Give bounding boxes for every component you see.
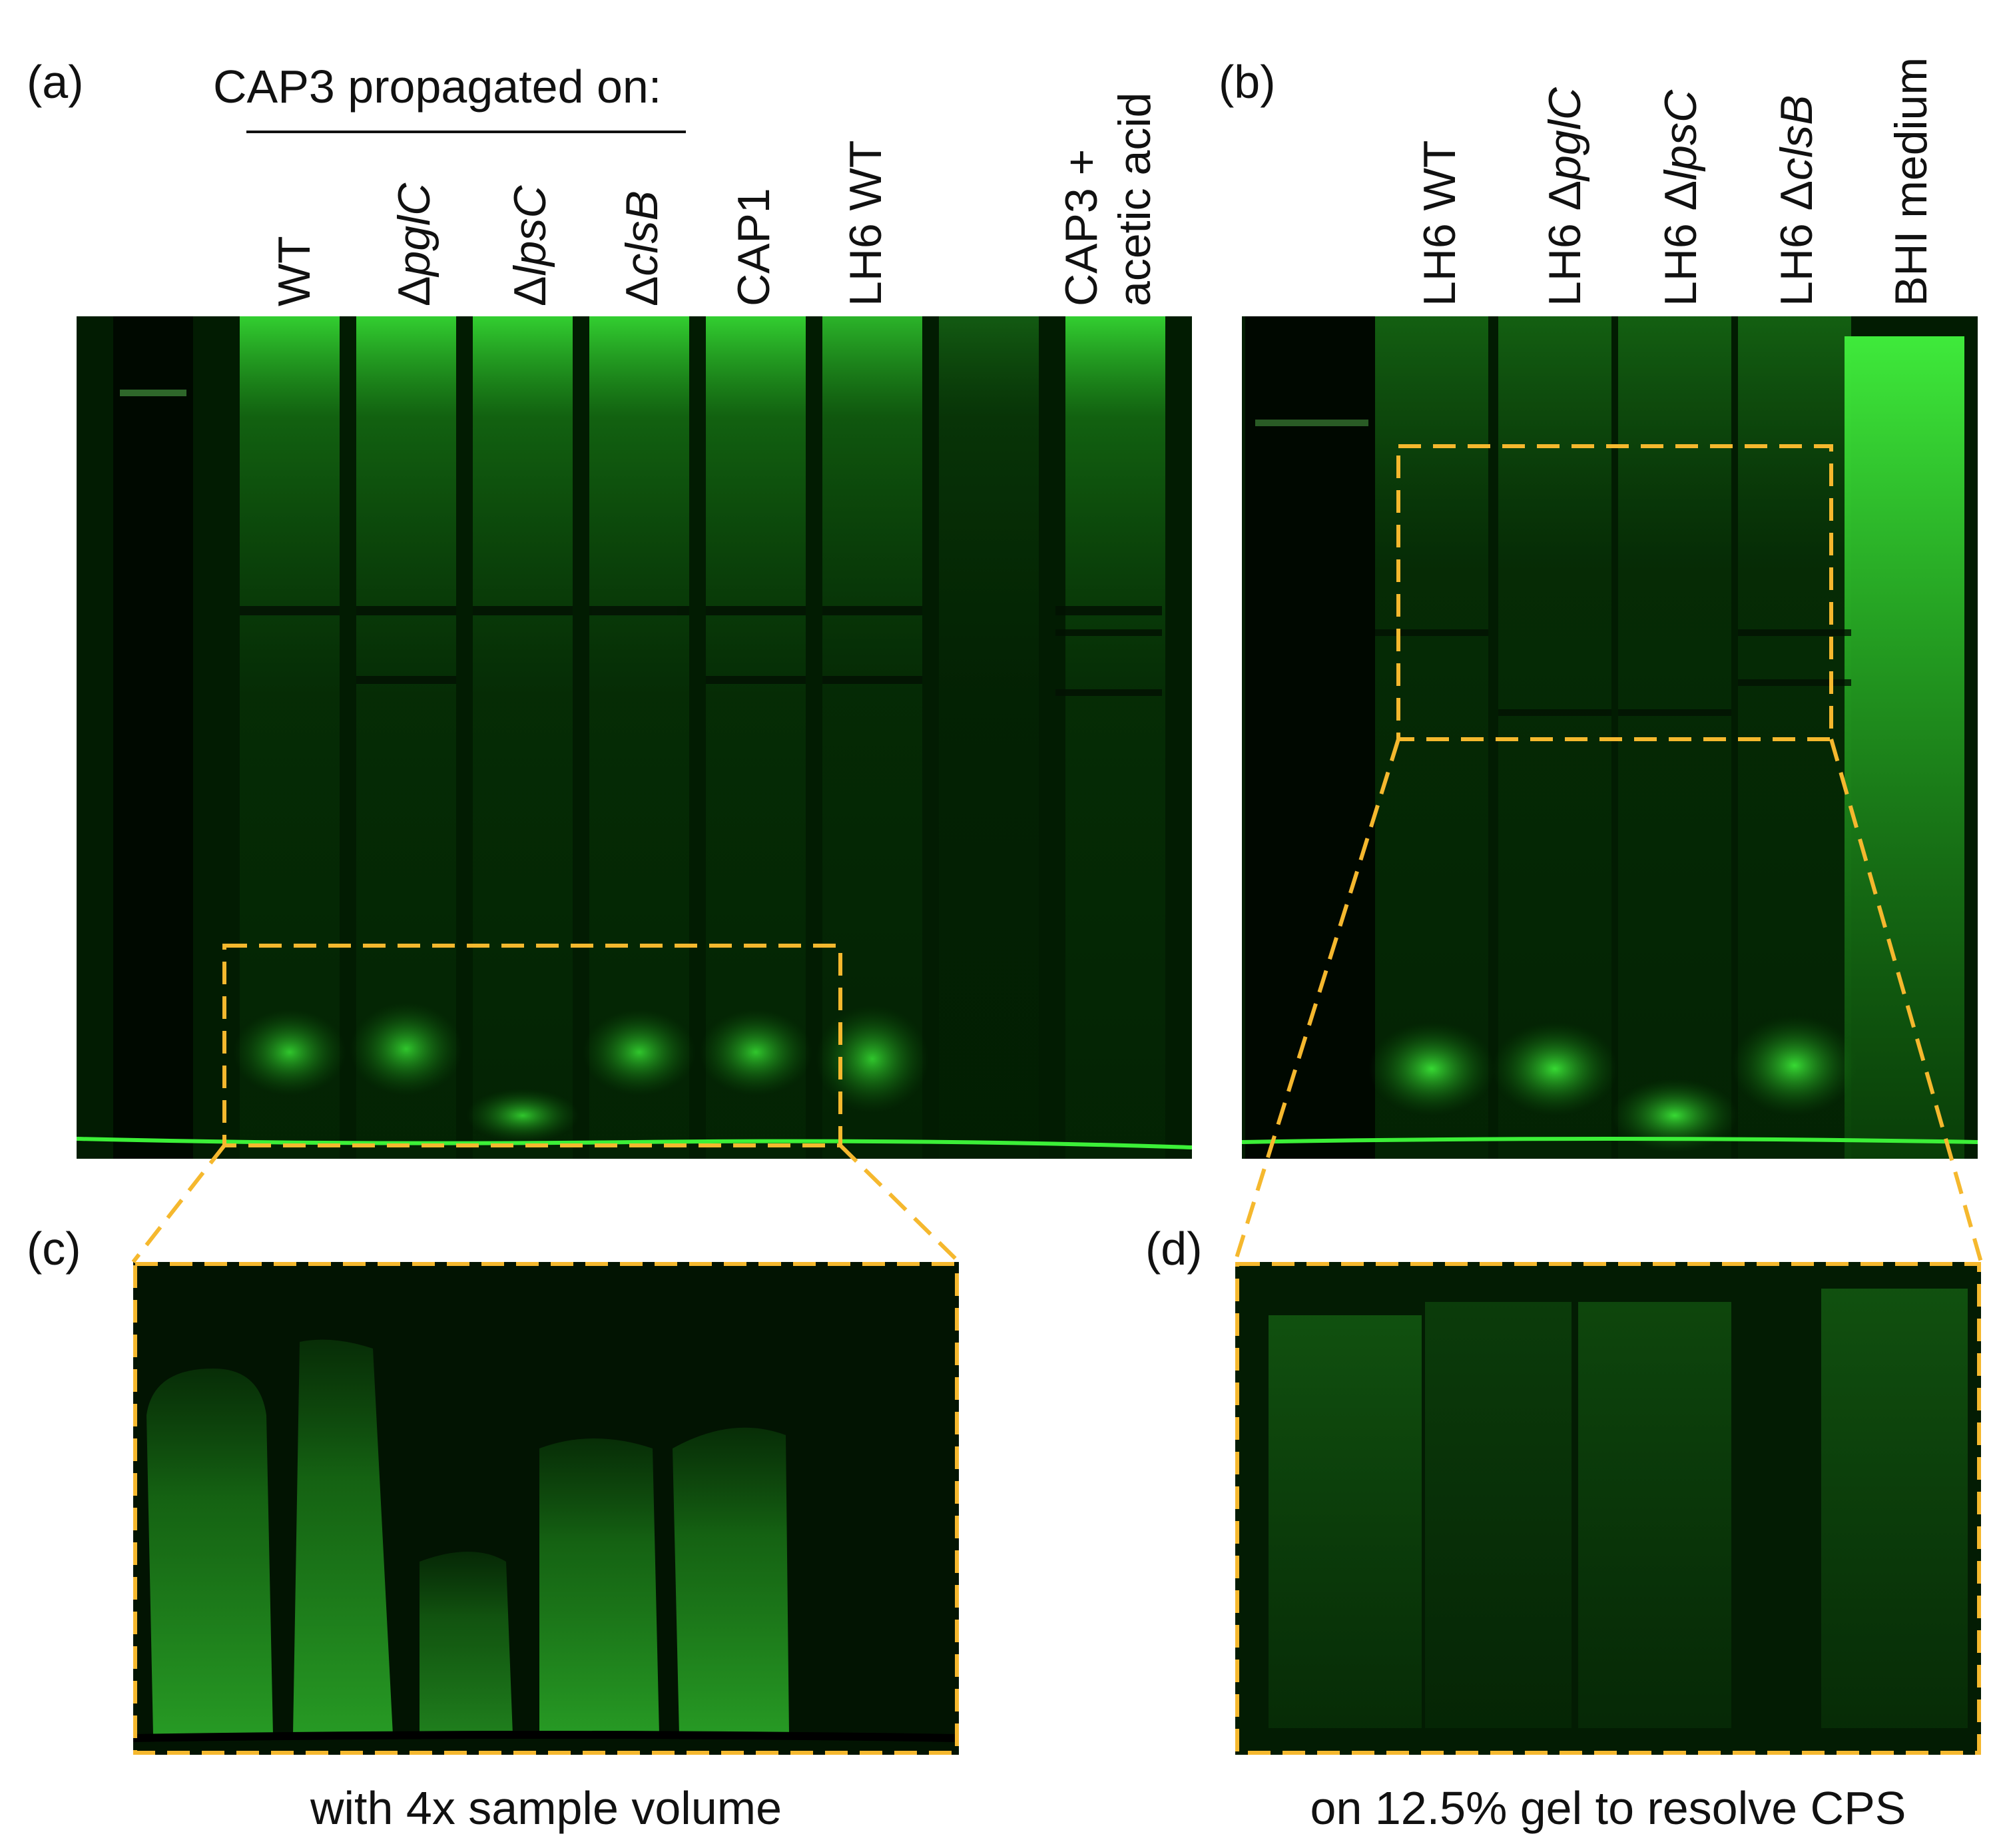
gel-b-dark-bands bbox=[1375, 629, 1851, 716]
panel-d-letter: (d) bbox=[1145, 1223, 1203, 1275]
connector-c-right bbox=[838, 1143, 961, 1264]
lane-label-b-lh6wt: LH6 WT bbox=[1414, 140, 1465, 306]
connector-c-left bbox=[131, 1144, 226, 1263]
gel-panel-a bbox=[77, 316, 1192, 1159]
lane-label-a-wt: WT bbox=[269, 236, 320, 306]
panel-c-caption: with 4x sample volume bbox=[310, 1782, 782, 1834]
gel-panel-c bbox=[133, 1262, 959, 1755]
gel-a-lane-lpsc bbox=[473, 316, 573, 1159]
gel-b-ladder-lane bbox=[1245, 316, 1375, 1159]
gel-panel-b bbox=[1242, 316, 1978, 1159]
panel-a-heading: CAP3 propagated on: bbox=[213, 61, 662, 113]
gel-d-lane-3 bbox=[1578, 1302, 1731, 1728]
gel-c-lane-1 bbox=[146, 1369, 273, 1735]
lane-label-b-lh6-pglc: LH6 ΔpglC bbox=[1540, 87, 1590, 306]
panel-a-heading-rule bbox=[246, 131, 686, 133]
gel-c-lane-4 bbox=[539, 1438, 659, 1735]
gel-b-ladder-band bbox=[1255, 420, 1368, 426]
gel-a-ladder-lane bbox=[113, 316, 193, 1159]
panel-c-letter: (c) bbox=[27, 1223, 81, 1275]
lane-label-b-lh6-lpsc: LH6 ΔlpsC bbox=[1655, 89, 1706, 306]
lane-label-a-lh6wt: LH6 WT bbox=[840, 140, 891, 306]
gel-c-frame bbox=[133, 1262, 959, 1755]
gel-c-lane-3 bbox=[420, 1552, 513, 1735]
lane-label-a-cap3-acid-line1: CAP3 + bbox=[1056, 149, 1107, 306]
lane-label-b-lh6-clsb: LH6 ΔclsB bbox=[1771, 95, 1822, 306]
gel-b-lane-bhi bbox=[1845, 336, 1964, 1159]
gel-a-bottom-edge bbox=[77, 1137, 1192, 1149]
gel-d-frame bbox=[1235, 1262, 1981, 1755]
gel-d-lane-4 bbox=[1821, 1289, 1968, 1728]
gel-c-bottom-edge bbox=[133, 1731, 959, 1742]
lane-label-a-cap1: CAP1 bbox=[728, 188, 779, 306]
lane-label-b-bhi: BHI medium bbox=[1886, 57, 1936, 306]
panel-d-caption: on 12.5% gel to resolve CPS bbox=[1310, 1782, 1906, 1834]
lane-label-a-clsb: ΔclsB bbox=[617, 190, 667, 306]
gel-a-ladder-band bbox=[120, 390, 186, 396]
gel-a-lower-bands bbox=[233, 1002, 929, 1142]
gel-c-lane-5 bbox=[673, 1427, 789, 1735]
gel-d-lane-1 bbox=[1269, 1315, 1422, 1728]
gel-a-lane-empty bbox=[939, 316, 1039, 1159]
gel-c-lane-2 bbox=[293, 1339, 393, 1735]
gel-panel-d bbox=[1235, 1262, 1981, 1755]
gel-b-dashed-box bbox=[1396, 444, 1833, 741]
panel-a-letter: (a) bbox=[27, 56, 84, 108]
lane-label-a-pglc: ΔpglC bbox=[389, 182, 439, 306]
panel-b-letter: (b) bbox=[1219, 56, 1276, 108]
lane-label-a-cap3-acid-line2: acetic acid bbox=[1109, 92, 1160, 306]
gel-a-lane-acid bbox=[1065, 316, 1165, 1159]
gel-d-lane-2 bbox=[1425, 1302, 1572, 1728]
gel-a-dark-bands bbox=[240, 606, 1162, 696]
gel-a-dashed-box bbox=[222, 944, 842, 1147]
lane-label-a-lpsc: ΔlpsC bbox=[505, 185, 555, 306]
